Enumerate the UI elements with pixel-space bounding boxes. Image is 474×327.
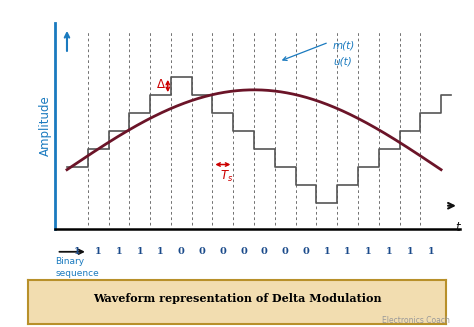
Text: 0: 0: [199, 247, 206, 256]
Text: 0: 0: [178, 247, 185, 256]
Text: t: t: [456, 221, 460, 234]
Text: $T_s$: $T_s$: [220, 169, 233, 184]
Text: 0: 0: [261, 247, 268, 256]
Text: 0: 0: [302, 247, 310, 256]
Text: 1: 1: [323, 247, 330, 256]
Text: $\Delta$: $\Delta$: [156, 78, 166, 91]
Text: 1: 1: [344, 247, 351, 256]
Text: 1: 1: [95, 247, 101, 256]
Text: 1: 1: [116, 247, 122, 256]
Text: 1: 1: [157, 247, 164, 256]
Text: u(t): u(t): [333, 56, 352, 66]
Text: 1: 1: [137, 247, 143, 256]
Text: 1: 1: [365, 247, 372, 256]
Text: 1: 1: [407, 247, 413, 256]
Y-axis label: Amplitude: Amplitude: [39, 95, 52, 156]
Text: 1: 1: [74, 247, 81, 256]
Text: m(t): m(t): [333, 41, 355, 51]
Text: Binary
sequence: Binary sequence: [55, 257, 99, 278]
Text: 1: 1: [428, 247, 434, 256]
Text: 0: 0: [240, 247, 247, 256]
Text: 0: 0: [219, 247, 226, 256]
Text: Electronics Coach: Electronics Coach: [383, 316, 450, 325]
Text: Waveform representation of Delta Modulation: Waveform representation of Delta Modulat…: [93, 293, 381, 304]
Text: 0: 0: [282, 247, 289, 256]
Text: 1: 1: [386, 247, 392, 256]
